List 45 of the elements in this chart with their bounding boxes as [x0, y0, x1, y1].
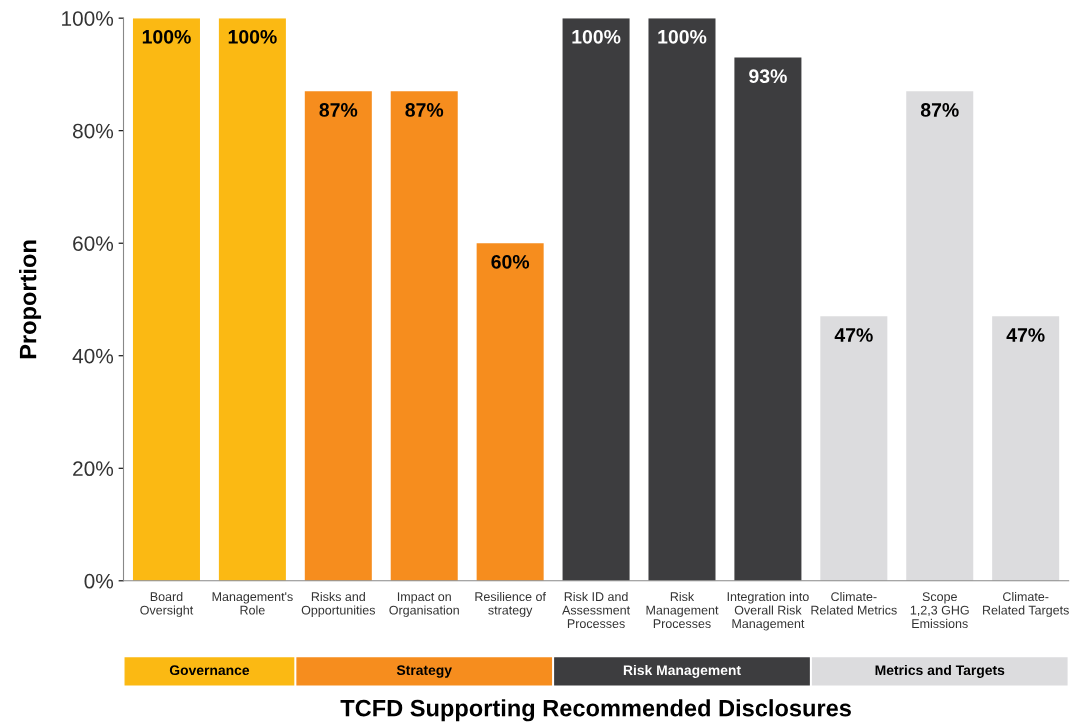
bar [132, 18, 200, 581]
data-label: 87% [319, 103, 358, 117]
y-axis-title: Proportion [19, 240, 42, 359]
x-tick-label: Risk ID and Assessment Processes [562, 591, 631, 629]
bar [734, 57, 802, 581]
bar [906, 91, 974, 581]
text: Metrics and Targets [875, 664, 1005, 678]
x-tick-label: Climate- Related Metrics [811, 591, 897, 615]
x-tick-label: Resilience of strategy [475, 591, 546, 618]
text: Risk Management [623, 664, 741, 678]
x-tick-label: Management's Role [212, 592, 293, 615]
y-tick-label: 20% [73, 461, 114, 477]
bar [992, 316, 1060, 581]
bar [390, 91, 458, 581]
x-tick-label: Board Oversight [140, 591, 194, 618]
x-axis-title: TCFD Supporting Recommended Disclosures [340, 699, 851, 722]
bar [304, 91, 372, 581]
data-label: 93% [749, 69, 787, 84]
data-label: 87% [405, 103, 444, 117]
y-tick-label: 60% [73, 236, 114, 251]
bar [648, 18, 716, 581]
y-tick-label: 0% [84, 573, 114, 589]
data-label: 47% [1006, 328, 1045, 342]
data-label: 100% [228, 29, 277, 44]
bar [820, 316, 888, 581]
y-tick-label: 80% [73, 123, 114, 139]
y-tick-label: 100% [62, 11, 114, 26]
bar [218, 18, 286, 581]
x-tick-label: Risks and Opportunities [301, 591, 376, 618]
x-tick-label: Climate- Related Targets [983, 591, 1069, 618]
text: Strategy [396, 665, 452, 678]
data-label: 47% [834, 328, 873, 342]
text: Governance [169, 665, 250, 676]
y-tick-label: 40% [72, 348, 114, 364]
data-label: 87% [920, 103, 959, 117]
bar [476, 243, 544, 581]
data-label: 100% [658, 29, 707, 44]
x-tick-label: Risk Management Processes [646, 591, 719, 629]
x-tick-label: Scope 1,2,3 GHG Emissions [910, 592, 969, 629]
bar [562, 18, 630, 581]
x-tick-label: Integration into Overall Risk Management [727, 591, 809, 631]
data-label: 100% [572, 29, 621, 44]
data-label: 60% [491, 254, 530, 269]
x-tick-label: Impact on Organisation [389, 592, 459, 618]
data-label: 100% [142, 29, 191, 44]
